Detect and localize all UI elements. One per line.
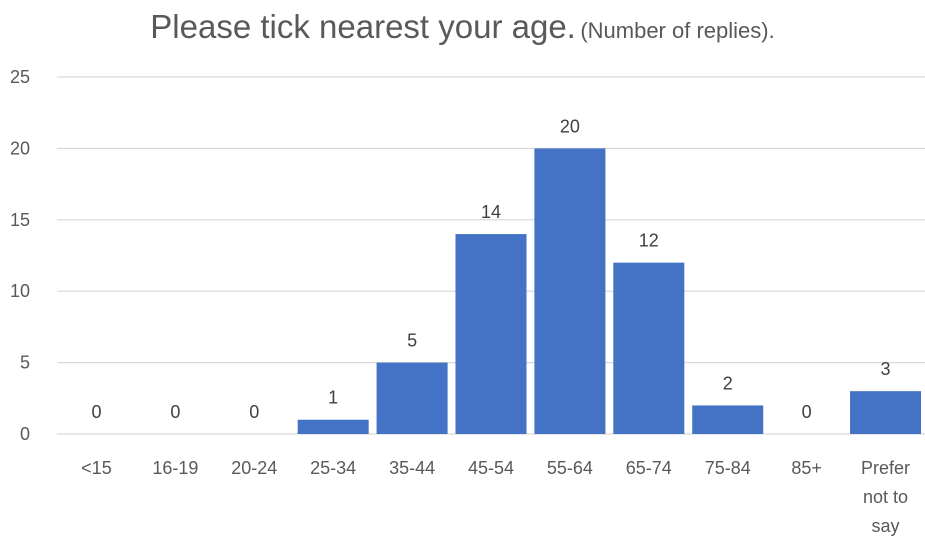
bar-11: [850, 391, 922, 434]
y-tick-label-25: 25: [10, 67, 30, 87]
chart-title-main: Please tick nearest your age.: [150, 8, 576, 45]
data-label-7: 20: [560, 116, 580, 136]
y-tick-label-15: 15: [10, 210, 30, 230]
x-tick-label-4: 25-34: [310, 458, 356, 478]
x-tick-label-1: <15: [81, 458, 112, 478]
x-tick-label-2: 16-19: [152, 458, 198, 478]
data-label-4: 1: [328, 388, 338, 408]
x-tick-label-3: 20-24: [231, 458, 277, 478]
bar-7: [534, 148, 606, 434]
y-tick-label-20: 20: [10, 138, 30, 158]
x-tick-label-5: 35-44: [389, 458, 435, 478]
data-label-11: 3: [881, 359, 891, 379]
data-label-5: 5: [407, 331, 417, 351]
x-tick-label-10: 85+: [791, 458, 822, 478]
x-tick-label-8: 65-74: [626, 458, 672, 478]
y-tick-label-10: 10: [10, 281, 30, 301]
data-label-10: 0: [802, 402, 812, 422]
x-tick-label-11: Prefer not to say: [861, 458, 910, 536]
x-axis-ticks: <15 16-19 20-24 25-34 35-44 45-54 55-64 65-74 75…: [81, 458, 910, 536]
y-axis-ticks: 0 5 10 15 20 25: [10, 67, 30, 444]
y-tick-label-5: 5: [20, 353, 30, 373]
bar-6: [455, 234, 527, 434]
chart-subtitle: (Number of replies).: [580, 18, 775, 43]
data-label-9: 2: [723, 373, 733, 393]
data-label-6: 14: [481, 202, 501, 222]
bar-9: [692, 405, 764, 434]
data-label-2: 0: [170, 402, 180, 422]
x-tick-label-9: 75-84: [705, 458, 751, 478]
bars: [297, 148, 922, 434]
data-label-8: 12: [639, 231, 659, 251]
chart-title: Please tick nearest your age. (Number of…: [0, 8, 925, 46]
x-tick-label-7: 55-64: [547, 458, 593, 478]
y-tick-label-0: 0: [20, 424, 30, 444]
x-tick-label-6: 45-54: [468, 458, 514, 478]
data-label-3: 0: [249, 402, 259, 422]
bar-5: [376, 362, 448, 434]
bar-8: [613, 262, 685, 434]
data-label-1: 0: [91, 402, 101, 422]
bar-4: [297, 419, 369, 434]
